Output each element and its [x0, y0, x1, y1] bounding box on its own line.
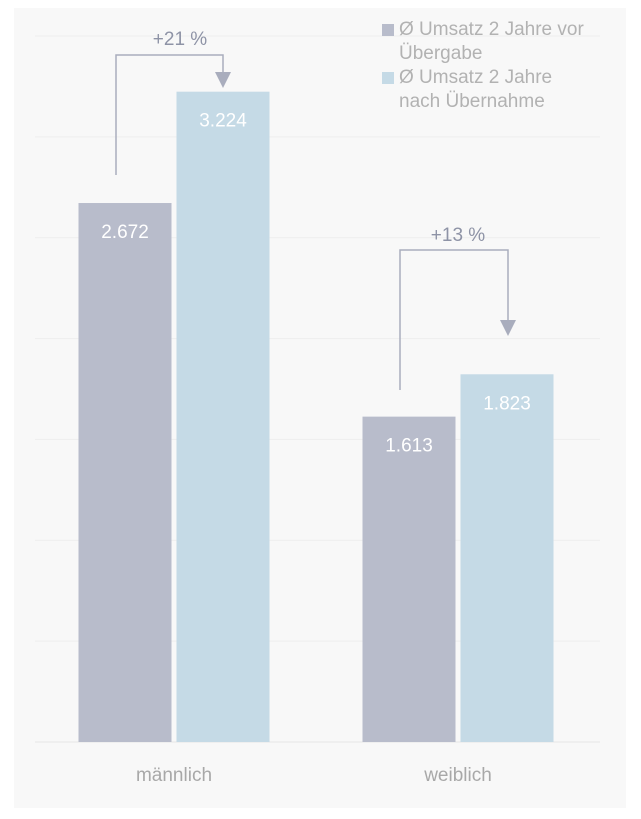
- legend-swatch: [382, 72, 394, 84]
- annotation-arrow: [500, 320, 516, 336]
- x-tick-label: männlich: [136, 765, 212, 786]
- legend-swatch: [382, 24, 394, 36]
- bar: [78, 203, 172, 743]
- bar: [460, 374, 554, 742]
- value-label: 3.224: [199, 111, 247, 132]
- annotation: +21 %: [153, 29, 208, 50]
- value-label: 1.613: [385, 436, 433, 457]
- annotation: +13 %: [431, 225, 486, 246]
- annotation-bracket: [115, 54, 224, 175]
- legend-item: Ø Umsatz 2 Jahre nach Übernahme: [382, 66, 618, 114]
- annotation-bracket: [399, 249, 509, 390]
- legend-label: Ø Umsatz 2 Jahre vor Übergabe: [399, 19, 584, 64]
- bar: [176, 91, 270, 742]
- value-label: 1.823: [483, 393, 531, 414]
- annotation-arrow: [215, 72, 231, 88]
- legend: Ø Umsatz 2 Jahre vor Übergabe Ø Umsatz 2 …: [382, 18, 618, 114]
- legend-item: Ø Umsatz 2 Jahre vor Übergabe: [382, 18, 618, 66]
- legend-label: Ø Umsatz 2 Jahre nach Übernahme: [399, 67, 553, 112]
- x-tick-label: weiblich: [423, 765, 492, 786]
- bar: [362, 416, 456, 742]
- value-label: 2.672: [101, 222, 149, 243]
